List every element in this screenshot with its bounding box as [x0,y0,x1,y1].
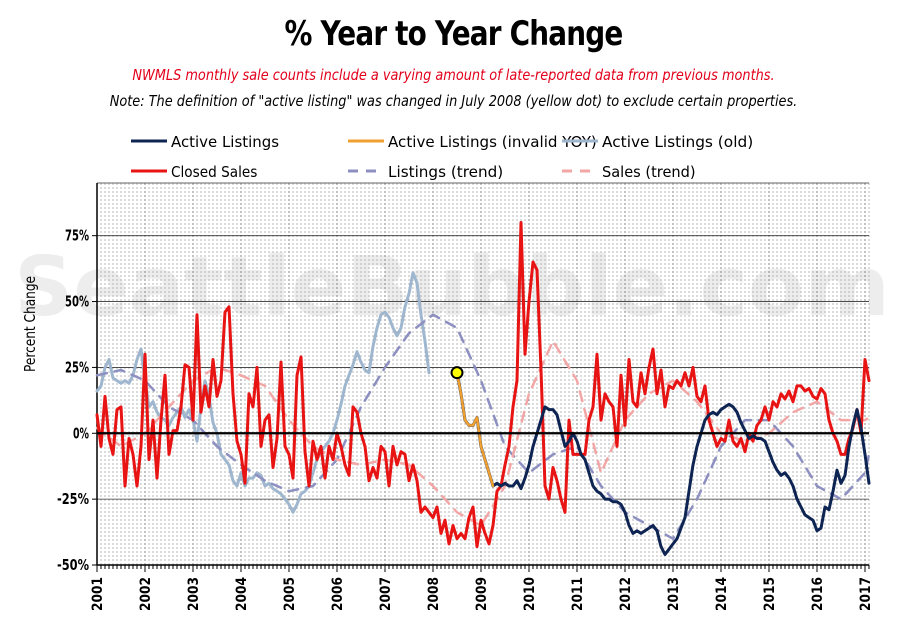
series-line-active [455,371,871,556]
watermark: SeattleBubble.com [14,240,890,335]
series-line-invalid [455,371,495,488]
y-tick-label: 25% [65,358,89,376]
x-tick-label: 2014 [714,577,730,611]
x-tick-label: 2001 [90,577,106,611]
y-tick-label: -25% [57,490,89,508]
legend-label-sales_trend: Sales (trend) [602,163,696,181]
y-tick-label: -50% [57,556,89,574]
legend-label-sales: Closed Sales [171,163,258,181]
y-tick-label: 75% [65,227,89,245]
definition-note: Note: The definition of "active listing"… [109,92,798,110]
y-tick-label: 50% [65,293,89,311]
x-tick-label: 2008 [426,577,442,611]
series-line-listings_trend [95,313,871,540]
legend-label-active: Active Listings [171,133,279,151]
legend-label-listings_trend: Listings (trend) [388,163,503,181]
y-tick-label: 0% [73,424,89,442]
series-line-sales [95,221,871,549]
x-tick-label: 2005 [282,577,298,611]
x-tick-label: 2007 [378,577,394,611]
x-tick-label: 2011 [570,577,586,611]
legend-label-old: Active Listings (old) [602,133,753,151]
x-tick-label: 2010 [522,577,538,611]
x-tick-label: 2013 [666,577,682,611]
x-tick-label: 2016 [810,577,826,611]
x-tick-label: 2009 [474,577,490,611]
x-tick-label: 2017 [858,577,874,611]
chart-title: % Year to Year Change [284,14,623,54]
x-tick-label: 2012 [618,577,634,611]
x-tick-label: 2002 [138,577,154,611]
legend-label-invalid: Active Listings (invalid YOY) [388,133,597,151]
x-tick-label: 2015 [762,577,778,611]
x-tick-label: 2003 [186,577,202,611]
x-tick-label: 2004 [234,577,250,611]
y-axis-title: Percent Change [21,276,39,372]
late-data-note: NWMLS monthly sale counts include a vary… [132,66,775,84]
x-tick-label: 2006 [330,577,346,611]
definition-change-marker [450,366,464,380]
